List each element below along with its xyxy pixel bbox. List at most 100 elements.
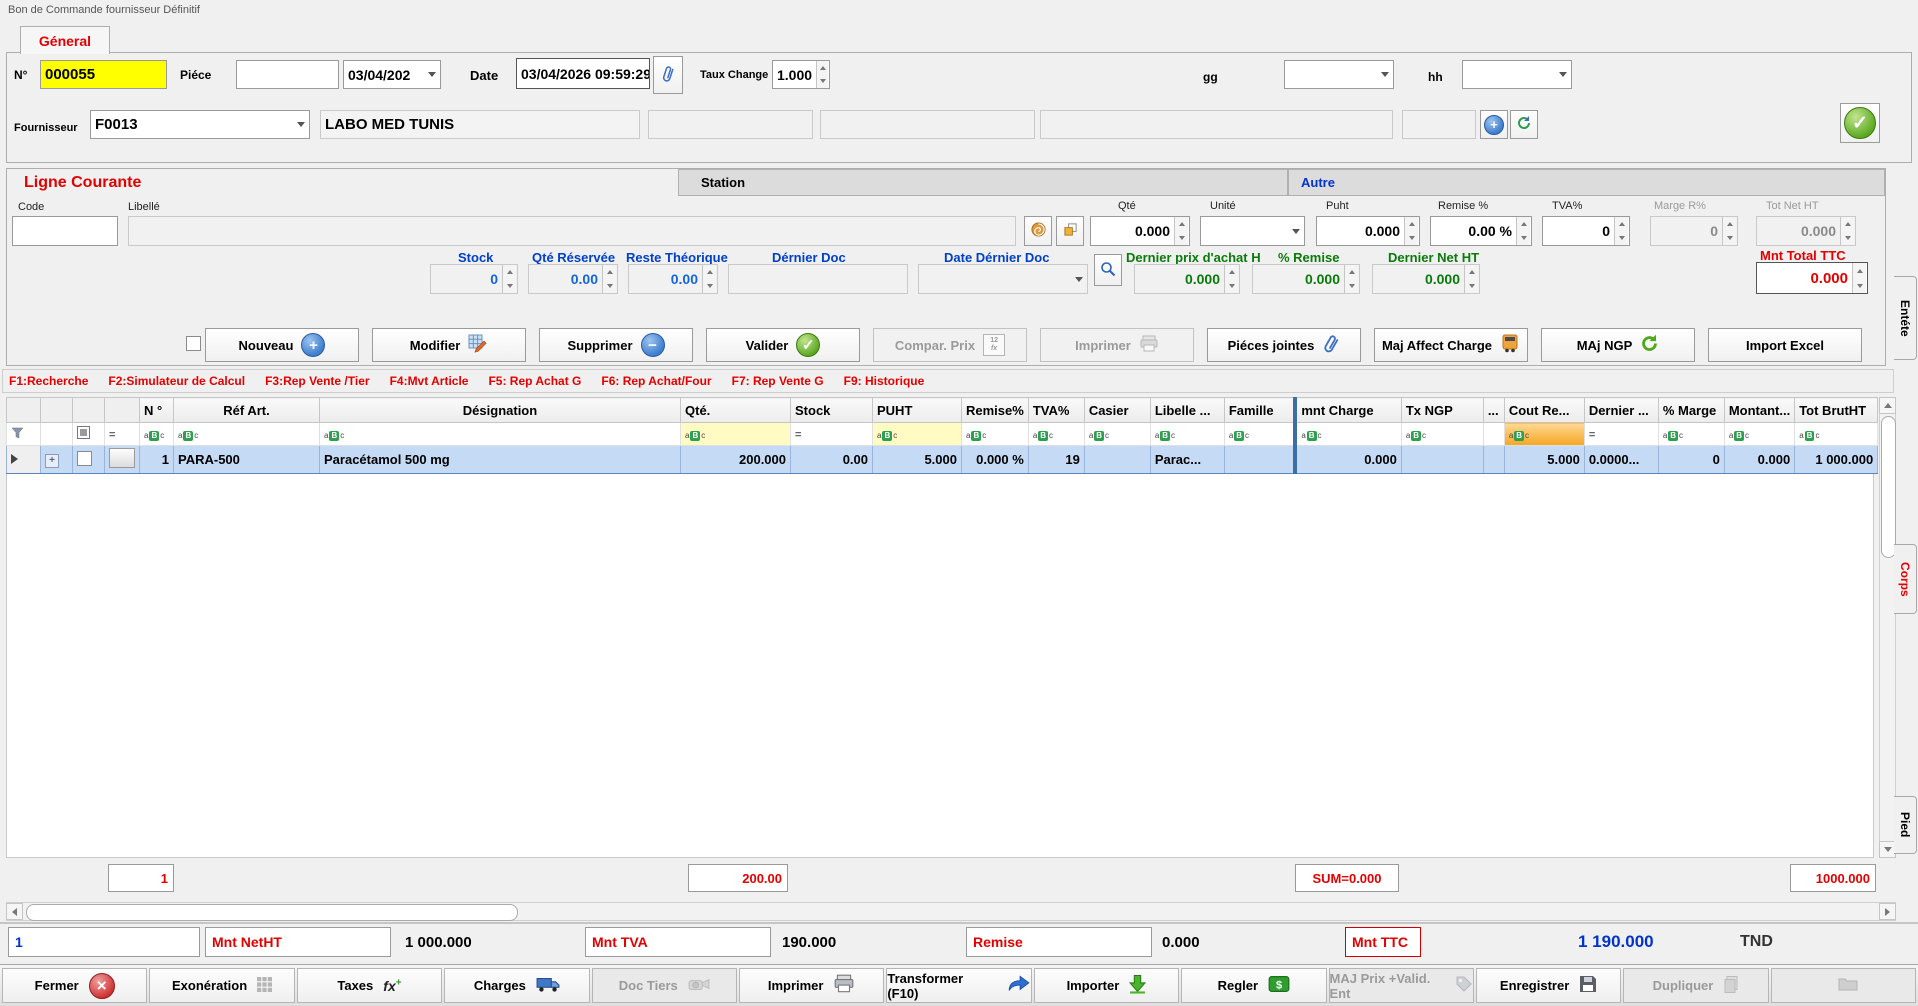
grid-filter-cell[interactable]: =: [790, 422, 873, 446]
vertical-scroll-thumb[interactable]: [1881, 416, 1896, 558]
grid-column-header[interactable]: TVA%: [1027, 397, 1085, 423]
chevron-down-icon[interactable]: [1556, 61, 1570, 88]
tva-field[interactable]: 0: [1542, 216, 1630, 246]
chevron-down-icon[interactable]: [294, 111, 308, 138]
confirm-header-button[interactable]: ✓: [1840, 103, 1880, 143]
unite-combo[interactable]: [1200, 216, 1305, 246]
search-article-button[interactable]: [1094, 254, 1122, 286]
remise-pct-field[interactable]: 0.00 %: [1430, 216, 1532, 246]
grid-column-header[interactable]: Dernier ...: [1583, 397, 1659, 423]
grid-cell[interactable]: [104, 445, 140, 474]
grid-cell[interactable]: 0.000: [1723, 445, 1796, 474]
maj-affect-charge-button[interactable]: Maj Affect Charge: [1374, 328, 1528, 362]
scroll-up-arrow[interactable]: [1879, 397, 1896, 414]
code-field[interactable]: [12, 216, 118, 246]
regler-button[interactable]: Regler $: [1181, 968, 1327, 1003]
grid-cell[interactable]: 0.0000...: [1583, 445, 1659, 474]
grid-horizontal-scrollbar[interactable]: [6, 902, 1896, 921]
grid-cell[interactable]: 1: [139, 445, 174, 474]
tab-ligne-courante[interactable]: Ligne Courante: [24, 174, 142, 191]
grid-column-header[interactable]: Libelle ...: [1149, 397, 1225, 423]
grid-column-header[interactable]: Stock: [790, 397, 873, 423]
fermer-button[interactable]: Fermer ×: [2, 968, 148, 1003]
grid-cell[interactable]: [6, 445, 41, 474]
chevron-down-icon[interactable]: [1378, 61, 1392, 88]
charges-button[interactable]: Charges: [444, 968, 590, 1003]
lines-grid[interactable]: N ° Réf Art. Désignation Qté. Stock PUHT Remis…: [6, 397, 1879, 474]
grid-column-header[interactable]: Remise%: [961, 397, 1029, 423]
gg-combo[interactable]: [1284, 60, 1394, 89]
piece-field[interactable]: [236, 60, 339, 89]
grid-cell[interactable]: 19: [1027, 445, 1085, 474]
maj-ngp-button[interactable]: MAj NGP: [1541, 328, 1695, 362]
shell-lookup-button[interactable]: [1024, 216, 1052, 246]
grid-column-header[interactable]: PUHT: [872, 397, 962, 423]
date-dernier-doc-combo[interactable]: [918, 264, 1088, 294]
chevron-down-icon[interactable]: [425, 61, 439, 88]
nouveau-button[interactable]: Nouveau +: [205, 328, 359, 362]
grid-empty-area[interactable]: [6, 474, 1874, 858]
libelle-field[interactable]: [128, 216, 1016, 246]
grid-filter-cell[interactable]: [1482, 422, 1505, 446]
grid-column-header[interactable]: Tx NGP: [1400, 397, 1484, 423]
copy-article-button[interactable]: [1056, 216, 1084, 246]
grid-filter-cell[interactable]: =: [104, 422, 140, 446]
chevron-down-icon[interactable]: [1289, 217, 1303, 245]
grid-column-header[interactable]: [40, 397, 73, 423]
supprimer-button[interactable]: Supprimer −: [539, 328, 693, 362]
tab-general[interactable]: Géneral: [20, 26, 110, 54]
grid-cell[interactable]: [72, 445, 105, 474]
grid-column-header[interactable]: Qté.: [680, 397, 791, 423]
transformer-button[interactable]: Transformer (F10): [886, 968, 1032, 1003]
date-field[interactable]: 03/04/2026 09:59:29: [516, 58, 650, 89]
enregistrer-button[interactable]: Enregistrer: [1475, 968, 1622, 1003]
grid-column-header[interactable]: [72, 397, 105, 423]
grid-column-header[interactable]: [104, 397, 140, 423]
taux-change-field[interactable]: 1.000: [772, 60, 830, 89]
grid-cell[interactable]: [1223, 445, 1296, 474]
refresh-button[interactable]: [1510, 110, 1538, 139]
grid-column-header[interactable]: Famille: [1223, 397, 1296, 423]
import-excel-button[interactable]: Import Excel: [1708, 328, 1862, 362]
taxes-button[interactable]: Taxes fx+: [296, 968, 443, 1003]
grid-cell[interactable]: 0.00: [790, 445, 873, 474]
grid-column-header[interactable]: Cout Re...: [1503, 397, 1585, 423]
grid-cell[interactable]: [1482, 445, 1505, 474]
spinner-arrows-icon[interactable]: [816, 61, 828, 88]
grid-cell[interactable]: 0: [1657, 445, 1725, 474]
grid-column-header[interactable]: Montant...: [1723, 397, 1796, 423]
piece-date-combo[interactable]: 03/04/202: [343, 60, 441, 89]
tab-autre[interactable]: Autre: [1288, 169, 1885, 196]
grid-filter-cell[interactable]: [6, 422, 41, 446]
hh-combo[interactable]: [1462, 60, 1572, 89]
grid-cell[interactable]: PARA-500: [173, 445, 320, 474]
grid-column-header[interactable]: mnt Charge: [1293, 397, 1402, 423]
row-button[interactable]: [109, 448, 135, 468]
chevron-down-icon[interactable]: [1072, 265, 1086, 293]
grid-column-header[interactable]: Tot BrutHT: [1794, 397, 1879, 423]
puht-field[interactable]: 0.000: [1316, 216, 1420, 246]
mnt-total-ttc-field[interactable]: 0.000: [1756, 262, 1868, 294]
grid-column-header[interactable]: Réf Art.: [173, 397, 320, 423]
attachment-button[interactable]: [653, 56, 683, 94]
imprimer-button[interactable]: Imprimer: [738, 968, 885, 1003]
numero-field[interactable]: 000055: [40, 60, 167, 89]
scroll-right-arrow[interactable]: [1879, 903, 1896, 920]
tab-pied[interactable]: Pied: [1894, 796, 1917, 854]
modifier-button[interactable]: Modifier: [372, 328, 526, 362]
grid-column-header[interactable]: % Marge: [1657, 397, 1725, 423]
grid-cell[interactable]: [1083, 445, 1151, 474]
horizontal-scroll-thumb[interactable]: [26, 904, 518, 921]
qte-field[interactable]: 0.000: [1090, 216, 1190, 246]
grid-vertical-scrollbar[interactable]: [1879, 397, 1896, 858]
